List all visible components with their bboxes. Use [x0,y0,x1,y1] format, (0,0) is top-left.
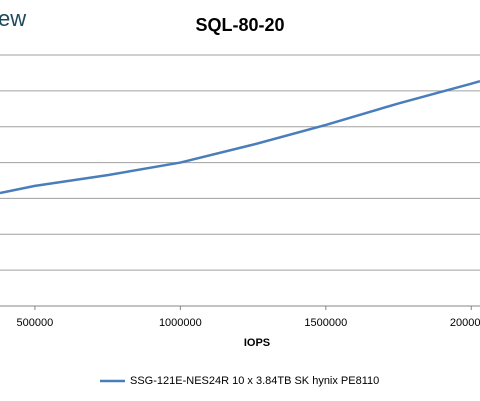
x-tick-label: 500000 [17,317,54,329]
data-line [0,79,480,195]
chart-title: SQL-80-20 [195,15,284,35]
legend-label: SSG-121E-NES24R 10 x 3.84TB SK hynix PE8… [130,375,379,387]
x-tick-label: 1500000 [304,317,347,329]
x-tick-label: 2000000 [450,317,480,329]
logo-fragment: ew [0,6,26,31]
x-axis-label: IOPS [244,337,270,349]
x-tick-label: 1000000 [159,317,202,329]
